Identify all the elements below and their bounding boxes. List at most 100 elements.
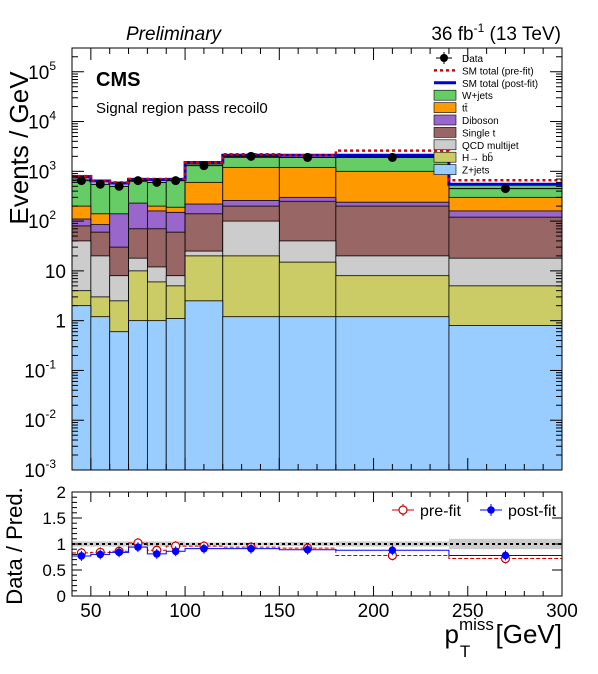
ratio-point-post-fit	[134, 543, 142, 551]
luminosity-label: 36 fb-1 (13 TeV)	[431, 21, 561, 45]
legend-entry-label: Data	[462, 54, 484, 65]
total-lines-layer	[72, 149, 562, 186]
y-tick-base: 10	[28, 162, 49, 183]
x-tick-label: 250	[452, 601, 484, 622]
ratio-point-post-fit	[153, 550, 161, 558]
y-tick-base: 10	[28, 113, 49, 134]
legend-entry-label: W+jets	[462, 91, 493, 102]
ratio-y-tick-label: 1	[57, 535, 66, 554]
y-tick-base: 10	[24, 461, 45, 482]
stack-bin-z-jets	[165, 318, 186, 471]
y-tick-base: 10	[28, 212, 49, 233]
lumi-exponent: -1	[474, 21, 485, 35]
ratio-step-post-fit	[72, 546, 562, 557]
legend-fill-swatch	[433, 127, 457, 138]
stack-bin-z-jets	[278, 316, 337, 471]
x-axis-label-sup: miss	[459, 615, 494, 634]
y-axis-label-top: Events / GeV	[4, 71, 34, 225]
data-point	[171, 176, 181, 186]
y-tick-label: 105	[28, 59, 56, 84]
x-tick-label: 300	[546, 601, 578, 622]
x-axis-label: pmiss T [GeV]	[444, 615, 562, 661]
y-tick-exp: 4	[49, 109, 56, 123]
data-point	[95, 179, 105, 189]
ratio-legend: pre-fit post-fit	[392, 503, 557, 520]
ratio-points-layer	[72, 537, 562, 564]
stack-layer	[71, 156, 563, 471]
ratio-legend-label: pre-fit	[420, 503, 461, 520]
legend-data-marker	[440, 54, 448, 62]
y-tick-exp: 2	[49, 208, 56, 222]
legend-entry-label: QCD multijet	[462, 141, 519, 152]
legend-fill-swatch	[433, 151, 457, 163]
stack-bin-z-jets	[109, 331, 129, 471]
y-tick-exp: -3	[45, 457, 56, 471]
ratio-point-post-fit	[388, 546, 397, 555]
y-tick-base: 10	[24, 411, 45, 432]
region-label: Signal region pass recoil0	[96, 100, 268, 117]
data-point	[199, 161, 209, 171]
y-tick-label: 10-3	[24, 457, 56, 482]
y-tick-exp: 5	[49, 59, 56, 73]
y-tick-label: 1	[55, 312, 66, 333]
ratio-y-tick-label: 0.5	[42, 561, 66, 580]
legend-entry-label: Diboson	[462, 116, 499, 127]
lumi-value: 36 fb	[431, 24, 473, 45]
ratio-point-post-fit	[96, 550, 105, 559]
y-tick-base: 10	[28, 63, 49, 84]
legend-fill-swatch	[433, 89, 457, 101]
y-tick-label: 103	[28, 158, 56, 183]
x-tick-label: 150	[263, 601, 295, 622]
x-axis-label-unit: [GeV]	[488, 619, 562, 649]
ratio-band-bin	[90, 541, 110, 547]
legend-fill-swatch	[433, 164, 457, 175]
stack-bin-z-jets	[128, 320, 148, 471]
legend-entry-label: SM total (post-fit)	[462, 79, 538, 90]
ratio-point-post-fit	[171, 547, 180, 556]
stack-bin-z-jets	[448, 325, 563, 471]
x-axis-label-main: p	[444, 619, 458, 649]
y-tick-exp: -1	[45, 357, 56, 371]
legend-entry-label: Z+jets	[462, 166, 490, 177]
data-point	[133, 176, 143, 186]
y-tick-label: 10-2	[24, 407, 56, 432]
y-tick-label: 10-1	[24, 357, 56, 382]
ratio-y-tick-label: 1.5	[42, 509, 66, 528]
lumi-energy: (13 TeV)	[484, 24, 561, 45]
legend-entry-label: SM total (pre-fit)	[462, 66, 534, 77]
y-tick-base: 10	[24, 361, 45, 382]
y-tick-label: 104	[28, 109, 56, 134]
stack-bin-z-jets	[146, 320, 167, 471]
y-tick-base: 1	[55, 312, 66, 333]
legend-entry-label: H→ bb̄	[462, 152, 494, 165]
sm-total-prefit-line	[72, 149, 562, 184]
data-points-layer	[72, 151, 562, 194]
preliminary-label: Preliminary	[126, 24, 223, 45]
y-tick-exp: 3	[49, 158, 56, 172]
data-point	[500, 184, 510, 194]
ratio-point-post-fit	[501, 551, 510, 560]
ratio-legend-marker	[487, 506, 495, 514]
ratio-point-post-fit	[303, 545, 312, 554]
ratio-point-post-fit	[200, 544, 208, 553]
data-point	[387, 152, 397, 162]
legend-fill-swatch	[433, 114, 457, 126]
x-tick-label: 100	[169, 601, 201, 622]
ratio-y-tick-label: 0	[57, 587, 66, 606]
stack-bin-z-jets	[184, 300, 224, 471]
y-axis-label-bottom: Data / Pred.	[2, 487, 27, 604]
x-axis-label-sub: T	[460, 642, 470, 661]
stack-bin-z-jets	[71, 305, 92, 471]
data-point	[76, 176, 86, 186]
ratio-point-post-fit	[115, 548, 123, 557]
x-tick-label: 200	[358, 601, 390, 622]
legend-fill-swatch	[433, 139, 457, 151]
cms-label: CMS	[96, 69, 140, 91]
legend-entry-label: tt̄	[462, 102, 468, 114]
y-tick-exp: -2	[45, 407, 56, 421]
y-tick-base: 10	[45, 262, 66, 283]
y-tick-label: 10	[45, 262, 66, 283]
ratio-legend-label: post-fit	[508, 503, 557, 520]
ratio-legend-marker	[398, 505, 408, 515]
